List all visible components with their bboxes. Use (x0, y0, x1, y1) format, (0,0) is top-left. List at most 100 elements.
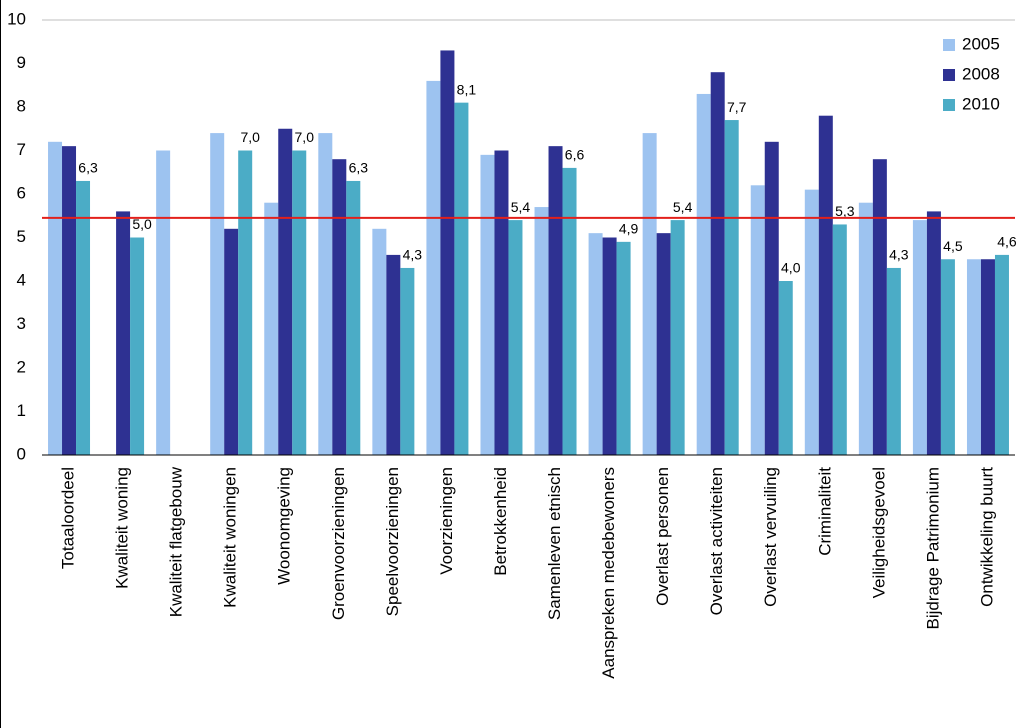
y-tick-label: 8 (17, 96, 26, 115)
x-tick-label: Kwaliteit woning (113, 467, 132, 589)
bar (724, 120, 739, 456)
legend-swatch (943, 69, 955, 81)
x-tick-label: Totaaloordeel (59, 467, 78, 569)
value-label: 4,6 (997, 234, 1017, 250)
x-tick-label: Overlast vervuiling (761, 467, 780, 607)
bar (886, 267, 901, 455)
bar (116, 211, 131, 455)
value-label: 4,5 (943, 238, 963, 254)
bar (76, 180, 91, 455)
bar (426, 80, 441, 456)
bar (494, 150, 509, 455)
bar (710, 72, 725, 455)
bar (912, 220, 927, 455)
value-label: 7,0 (295, 129, 315, 145)
bar (764, 141, 779, 456)
bar (750, 185, 765, 456)
bar (130, 237, 145, 455)
value-label: 6,3 (78, 160, 98, 176)
value-label: 8,1 (457, 81, 477, 97)
bar (804, 189, 819, 455)
x-tick-label: Overlast personen (653, 467, 672, 606)
value-label: 7,0 (240, 129, 260, 145)
bar (224, 228, 239, 455)
y-tick-label: 1 (17, 401, 26, 420)
bar (48, 141, 63, 456)
legend-label: 2005 (962, 34, 1000, 53)
value-label: 4,9 (619, 221, 639, 237)
bar (980, 259, 995, 455)
bar (832, 224, 847, 455)
bar (926, 211, 941, 455)
x-tick-label: Betrokkenheid (491, 467, 510, 576)
x-tick-label: Ontwikkeling buurt (977, 467, 996, 607)
y-tick-label: 4 (17, 270, 26, 289)
legend-swatch (943, 39, 955, 51)
x-tick-label: Veiligheidsgevoel (869, 467, 888, 598)
value-label: 6,3 (349, 160, 369, 176)
bar (872, 159, 887, 455)
bar (278, 128, 293, 455)
legend-label: 2010 (962, 94, 1000, 113)
value-label: 5,3 (835, 203, 855, 219)
bar (548, 146, 563, 455)
x-tick-label: Bijdrage Patrimonium (923, 467, 942, 630)
bar (386, 254, 401, 455)
bar (562, 167, 577, 455)
bar (238, 150, 253, 455)
bar (346, 180, 361, 455)
bar (372, 228, 387, 455)
bar (534, 207, 549, 455)
bar (778, 281, 793, 455)
value-label: 7,7 (727, 99, 747, 115)
y-tick-label: 5 (17, 227, 26, 246)
bar (62, 146, 77, 455)
bar (318, 133, 333, 455)
bar (670, 220, 685, 455)
value-label: 4,0 (781, 260, 801, 276)
bar (940, 259, 955, 455)
x-tick-label: Aanspreken medebewoners (599, 467, 618, 679)
bar (400, 267, 415, 455)
bar (656, 233, 671, 455)
bar (966, 259, 981, 455)
bar (332, 159, 347, 455)
y-tick-label: 10 (7, 9, 26, 28)
x-tick-label: Kwaliteit woningen (221, 467, 240, 608)
value-label: 5,4 (511, 199, 531, 215)
bar (440, 50, 455, 455)
bar (292, 150, 307, 455)
bar (602, 237, 617, 455)
x-tick-label: Woonomgeving (275, 467, 294, 585)
bar (696, 93, 711, 455)
bar (210, 133, 225, 455)
legend-label: 2008 (962, 64, 1000, 83)
x-tick-label: Speelvoorzieningen (383, 467, 402, 616)
bar (858, 202, 873, 455)
y-tick-label: 7 (17, 140, 26, 159)
bar (642, 133, 657, 455)
y-tick-label: 3 (17, 314, 26, 333)
value-label: 4,3 (889, 247, 909, 263)
x-tick-label: Samenleven etnisch (545, 467, 564, 620)
y-tick-label: 2 (17, 357, 26, 376)
x-tick-label: Groenvoorzieningen (329, 467, 348, 620)
x-tick-label: Criminaliteit (815, 467, 834, 556)
y-tick-label: 0 (17, 444, 26, 463)
bar (264, 202, 279, 455)
bar (818, 115, 833, 455)
x-tick-label: Kwaliteit flatgebouw (167, 466, 186, 617)
value-label: 6,6 (565, 147, 585, 163)
x-tick-label: Voorzieningen (437, 467, 456, 575)
y-tick-label: 9 (17, 53, 26, 72)
legend-swatch (943, 99, 955, 111)
value-label: 4,3 (403, 247, 423, 263)
bar (480, 154, 495, 455)
bar (156, 150, 171, 455)
value-label: 5,0 (132, 216, 152, 232)
value-label: 5,4 (673, 199, 693, 215)
bar (616, 241, 631, 455)
bar (994, 254, 1009, 455)
bar (508, 220, 523, 455)
